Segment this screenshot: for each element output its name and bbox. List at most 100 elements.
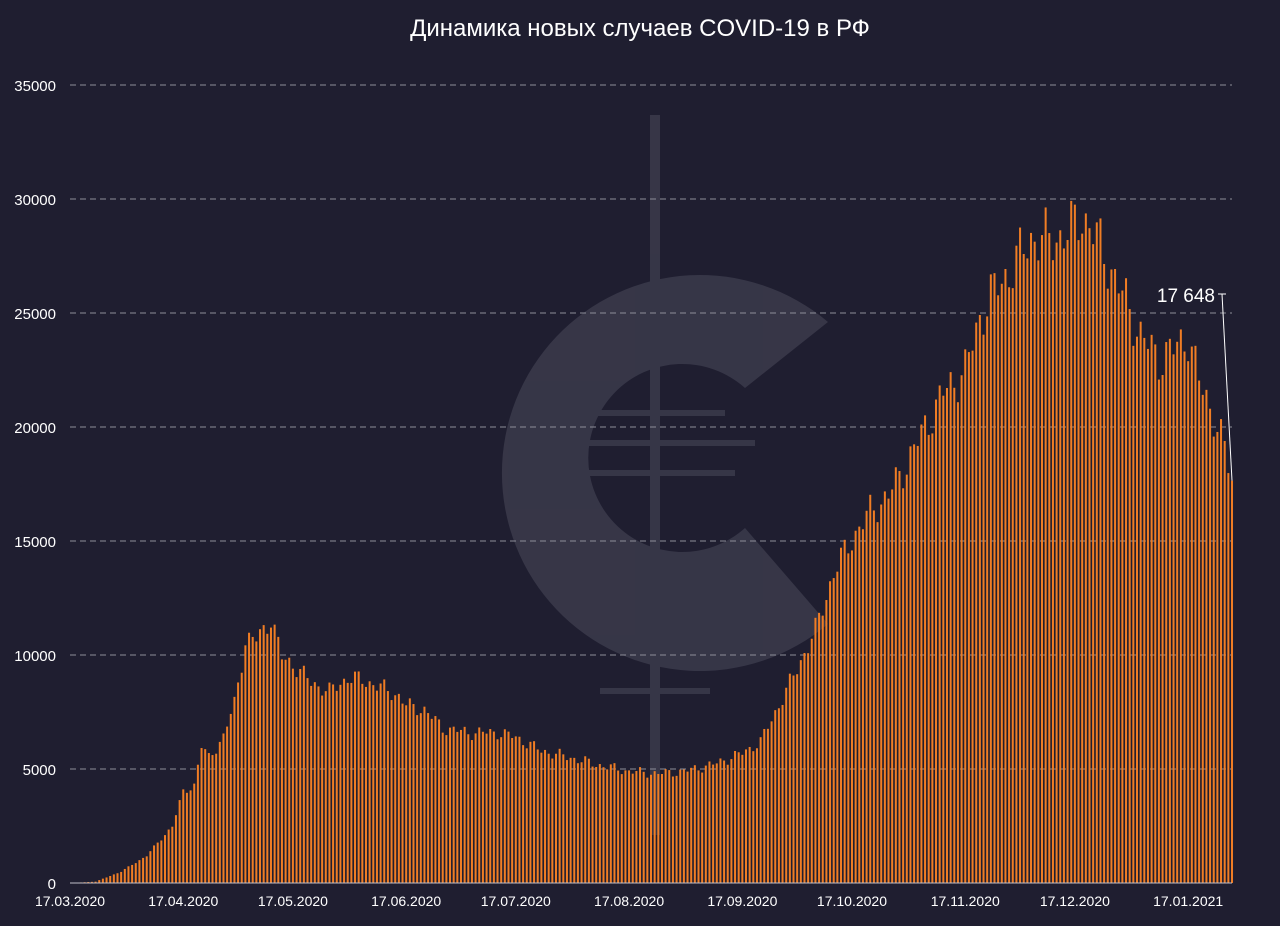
bar [1001, 284, 1003, 883]
bar [1110, 269, 1112, 883]
bar [1034, 242, 1036, 883]
bar [347, 683, 349, 883]
y-tick-label: 15000 [14, 534, 56, 551]
bar [1099, 218, 1101, 883]
bar [1059, 230, 1061, 883]
bar [716, 763, 718, 883]
bar [445, 735, 447, 883]
bar [489, 729, 491, 883]
bar [380, 684, 382, 884]
bar [281, 659, 283, 883]
bar [920, 424, 922, 883]
bar [270, 628, 272, 883]
y-tick-label: 35000 [14, 78, 56, 95]
bar [942, 396, 944, 883]
bar [833, 578, 835, 883]
watermark-wave [565, 440, 755, 446]
bar [602, 767, 604, 883]
bar [526, 748, 528, 883]
bar [307, 678, 309, 883]
bar [456, 732, 458, 883]
bar [1037, 260, 1039, 883]
bar [412, 704, 414, 883]
bar [500, 737, 502, 883]
bar [241, 673, 243, 883]
bar [909, 446, 911, 883]
bar [562, 754, 564, 883]
watermark-wave [600, 688, 710, 694]
bar [434, 716, 436, 883]
bar [577, 763, 579, 883]
bar [1183, 352, 1185, 883]
bar [613, 763, 615, 883]
bar [109, 876, 111, 883]
bar [127, 866, 129, 883]
bar [504, 729, 506, 883]
y-tick-label: 20000 [14, 420, 56, 437]
bar [1067, 240, 1069, 883]
bar [391, 700, 393, 883]
bar [1118, 293, 1120, 883]
bar [687, 772, 689, 883]
bar [555, 754, 557, 883]
bar [1004, 269, 1006, 883]
bar [548, 754, 550, 883]
bar [135, 863, 137, 883]
bar [1173, 354, 1175, 883]
bar [361, 684, 363, 883]
bar [328, 683, 330, 883]
bar [142, 858, 144, 883]
bar [756, 748, 758, 883]
bar [898, 471, 900, 883]
bar [365, 687, 367, 883]
bar [1154, 344, 1156, 883]
bar [646, 778, 648, 883]
bar [661, 774, 663, 883]
bar [255, 641, 257, 883]
bar [767, 729, 769, 883]
bar [409, 698, 411, 883]
bar [1070, 201, 1072, 883]
bar [131, 865, 133, 883]
bar [1107, 289, 1109, 883]
bar [1045, 207, 1047, 883]
bar [888, 499, 890, 883]
bar [497, 739, 499, 883]
bar [990, 274, 992, 883]
bar [252, 637, 254, 883]
bar [186, 793, 188, 883]
bar [1008, 287, 1010, 883]
bar [884, 491, 886, 883]
y-tick-label: 30000 [14, 192, 56, 209]
bar [1136, 337, 1138, 883]
bar [621, 774, 623, 883]
bar [694, 765, 696, 883]
bar [1121, 291, 1123, 883]
bar [471, 740, 473, 883]
watermark-wave [595, 410, 725, 416]
bar [460, 730, 462, 883]
bar [803, 653, 805, 883]
bar [226, 727, 228, 883]
bar [486, 734, 488, 883]
bar [698, 770, 700, 883]
bar [793, 676, 795, 883]
bar [588, 759, 590, 883]
bar [212, 755, 214, 883]
bar [1092, 244, 1094, 883]
bar [1187, 361, 1189, 883]
bar [1194, 346, 1196, 883]
bar [350, 683, 352, 883]
bar [533, 741, 535, 883]
bar [1132, 346, 1134, 883]
bar [606, 769, 608, 883]
bar [1048, 233, 1050, 883]
bar [149, 851, 151, 883]
bar [1151, 335, 1153, 883]
bar [201, 748, 203, 883]
bar [1015, 246, 1017, 883]
bar [146, 856, 148, 883]
bar [840, 548, 842, 883]
bar [993, 273, 995, 883]
bar [354, 672, 356, 883]
